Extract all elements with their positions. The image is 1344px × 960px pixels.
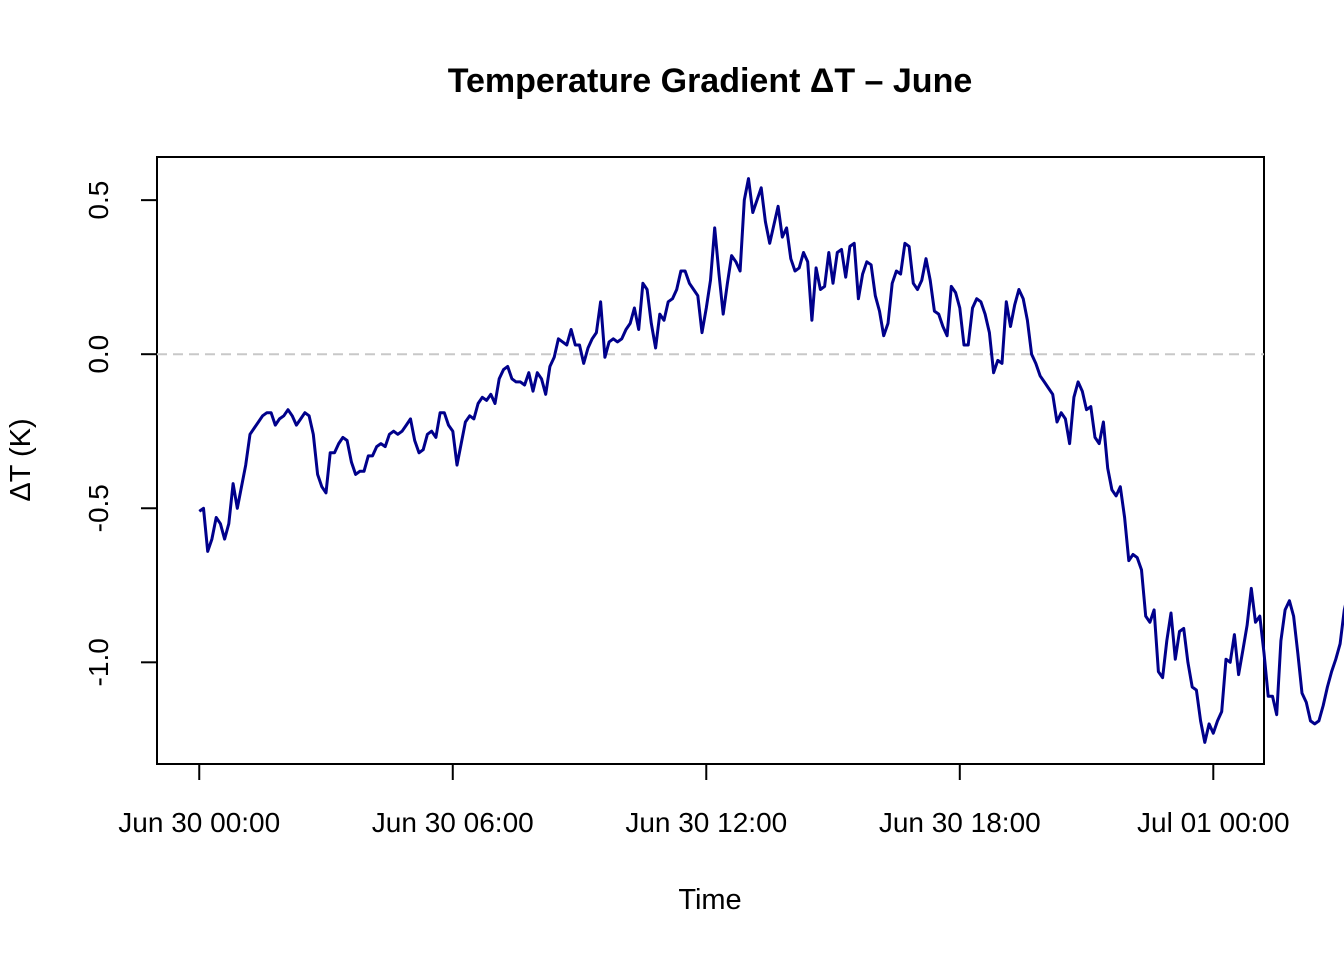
x-tick-label: Jun 30 00:00 [118,807,280,838]
x-tick-label: Jun 30 12:00 [625,807,787,838]
x-axis-label: Time [678,884,741,916]
x-tick-label: Jul 01 00:00 [1137,807,1290,838]
x-tick-label: Jun 30 18:00 [879,807,1041,838]
x-axis: Jun 30 00:00 Jun 30 06:00 Jun 30 12:00 Jun … [118,764,1290,838]
series-layer [198,177,1344,744]
y-tick-label: -0.5 [83,484,114,532]
y-tick-label: -1.0 [83,638,114,686]
y-axis-label: ΔT (K) [5,418,37,501]
series-line [198,177,1344,744]
y-axis: 0.5 0.0 -0.5 -1.0 [83,181,157,686]
y-tick-label: 0.0 [83,335,114,374]
plot-frame [156,156,1265,765]
chart-title: Temperature Gradient ΔT – June [448,62,973,100]
y-tick-label: 0.5 [83,181,114,220]
x-tick-label: Jun 30 06:00 [372,807,534,838]
